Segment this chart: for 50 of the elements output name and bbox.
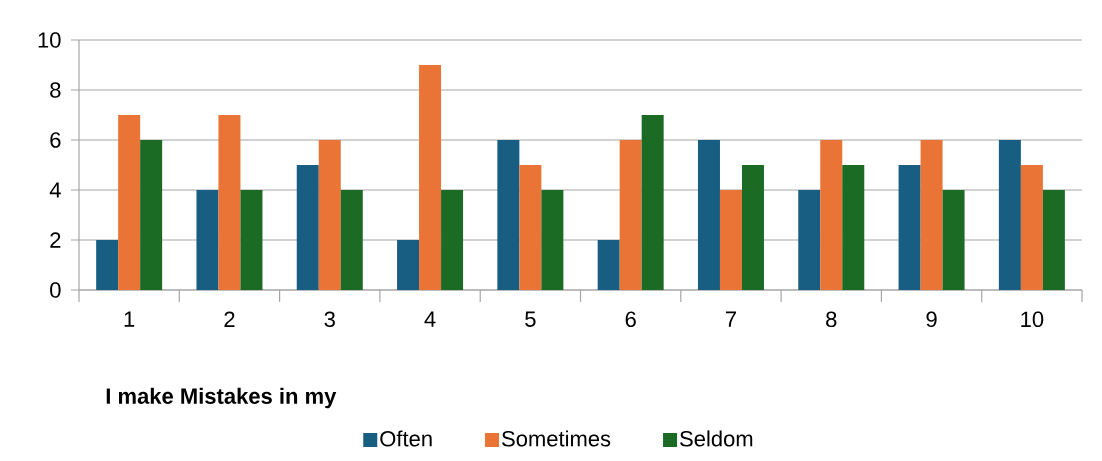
x-tick-label: 2 xyxy=(224,311,235,327)
y-tick-label: 0 xyxy=(50,282,61,298)
bar xyxy=(1020,165,1043,290)
x-tick-label: 3 xyxy=(324,311,335,328)
bar xyxy=(397,240,420,290)
bar xyxy=(296,165,319,290)
bar xyxy=(240,190,263,290)
bar xyxy=(318,140,341,290)
y-tick-label: 2 xyxy=(50,232,61,248)
bar xyxy=(842,165,865,290)
x-tick-label: 1 xyxy=(124,311,135,327)
bar xyxy=(697,140,720,290)
bar xyxy=(218,115,241,290)
bar xyxy=(619,140,642,290)
bar xyxy=(96,240,119,290)
legend-label: Seldom xyxy=(680,430,753,447)
x-tick-label: 6 xyxy=(625,311,636,328)
bar xyxy=(196,190,219,290)
legend-label: Sometimes xyxy=(502,430,611,447)
bar xyxy=(942,190,965,290)
bar xyxy=(340,190,363,290)
bar xyxy=(419,65,442,290)
bar xyxy=(998,140,1021,290)
y-tick-label: 10 xyxy=(38,32,61,48)
bar xyxy=(898,165,921,290)
bar xyxy=(140,140,163,290)
x-tick-label: 4 xyxy=(424,311,436,327)
bar xyxy=(920,140,943,290)
x-tick-label: 5 xyxy=(525,311,536,327)
bar xyxy=(820,140,843,290)
x-tick-label: 9 xyxy=(926,311,937,328)
y-tick-label: 6 xyxy=(50,132,61,148)
y-tick-label: 8 xyxy=(50,82,61,98)
bar xyxy=(1042,190,1065,290)
y-tick-label: 4 xyxy=(49,182,61,198)
bar xyxy=(497,140,520,290)
bar xyxy=(719,190,742,290)
bar xyxy=(798,190,821,290)
x-tick-label: 7 xyxy=(725,311,736,327)
x-tick-label: 8 xyxy=(826,311,837,328)
x-tick-label: 10 xyxy=(1021,311,1044,328)
legend-title: I make Mistakes in my xyxy=(106,387,337,409)
bar xyxy=(597,240,620,290)
bar xyxy=(118,115,141,290)
bar xyxy=(741,165,764,290)
bar xyxy=(641,115,664,290)
bar xyxy=(541,190,564,290)
bar xyxy=(441,190,464,290)
legend-label: Often xyxy=(380,430,432,447)
bar xyxy=(519,165,542,290)
